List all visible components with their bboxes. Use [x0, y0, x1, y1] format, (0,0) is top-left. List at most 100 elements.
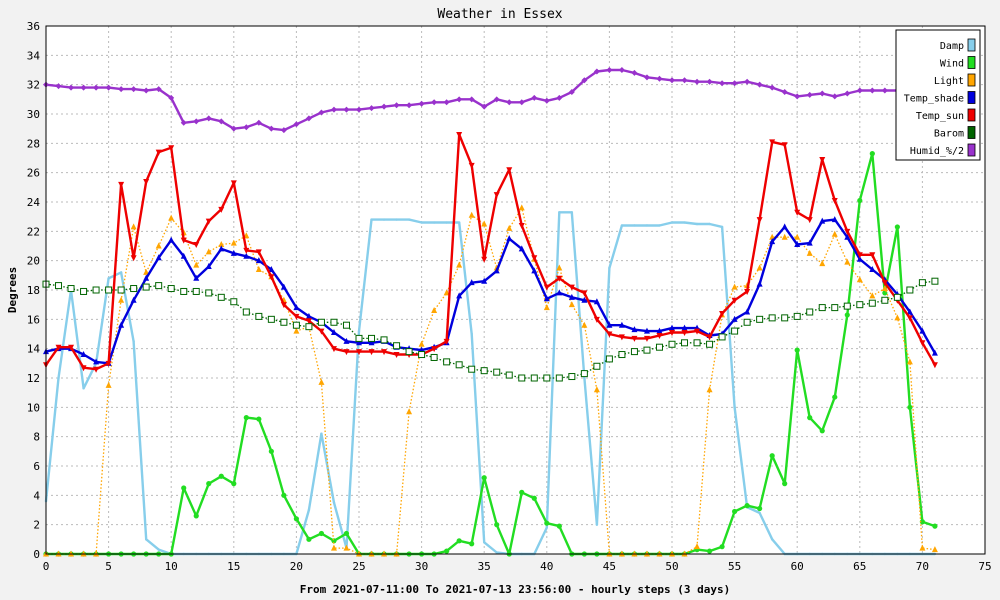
data-point-temp-shade	[193, 274, 200, 281]
data-point-temp-sun	[706, 334, 713, 341]
legend-label-damp: Damp	[940, 41, 964, 52]
data-point-temp-sun	[556, 275, 563, 282]
data-point-barom	[843, 302, 851, 310]
data-point-humid-2	[293, 121, 300, 128]
data-point-humid-2	[80, 84, 87, 91]
data-point-humid-2	[193, 118, 200, 125]
data-point-humid-2	[781, 89, 788, 95]
data-point-humid-2	[155, 86, 162, 93]
data-point-humid-2	[493, 96, 500, 103]
y-tick-label: 36	[27, 20, 40, 33]
data-point-temp-shade	[769, 238, 776, 245]
data-point-temp-sun	[568, 284, 575, 291]
y-tick-label: 16	[27, 313, 40, 326]
data-point-humid-2	[581, 77, 588, 84]
data-point-barom	[443, 358, 451, 366]
data-point-temp-sun	[68, 344, 75, 351]
data-point-temp-sun	[694, 328, 701, 335]
data-point-damp	[445, 221, 448, 224]
data-point-barom	[793, 312, 801, 320]
data-point-barom	[280, 318, 288, 326]
data-point-wind	[519, 489, 525, 495]
data-point-barom	[893, 293, 901, 301]
data-point-temp-sun	[906, 315, 913, 322]
data-point-temp-sun	[531, 255, 538, 262]
y-tick-label: 24	[27, 196, 41, 209]
data-point-damp	[457, 221, 461, 224]
data-point-light	[443, 289, 450, 296]
data-point-wind	[757, 505, 763, 512]
data-point-temp-shade	[356, 339, 362, 346]
data-point-humid-2	[769, 84, 776, 91]
data-point-temp-sun	[431, 346, 438, 353]
data-point-temp-sun	[393, 352, 400, 359]
data-point-temp-sun	[881, 280, 888, 287]
data-point-temp-sun	[806, 217, 813, 224]
legend-swatch-temp-shade	[967, 91, 976, 104]
x-tick-label: 45	[603, 560, 616, 573]
data-point-light	[330, 544, 337, 551]
data-point-humid-2	[230, 125, 237, 132]
data-point-barom	[693, 339, 701, 347]
data-point-light	[794, 233, 801, 240]
data-point-temp-shade	[618, 321, 625, 328]
data-point-temp-sun	[368, 349, 375, 356]
data-point-light	[881, 285, 888, 292]
data-point-temp-sun	[80, 365, 87, 372]
data-point-barom	[217, 293, 225, 301]
data-point-humid-2	[406, 102, 413, 109]
data-point-humid-2	[268, 125, 275, 132]
data-point-wind	[556, 523, 562, 529]
data-point-light	[218, 241, 225, 248]
data-point-damp	[470, 332, 473, 336]
data-point-wind	[719, 544, 725, 550]
data-point-temp-shade	[656, 327, 663, 334]
data-point-barom	[167, 285, 175, 293]
data-point-temp-sun	[243, 247, 250, 254]
data-point-damp	[670, 221, 674, 224]
data-point-temp-sun	[606, 331, 613, 338]
data-point-barom	[505, 371, 513, 379]
y-tick-label: 30	[27, 108, 40, 121]
data-point-humid-2	[694, 78, 701, 85]
data-point-temp-sun	[581, 290, 588, 297]
data-point-temp-shade	[268, 265, 275, 272]
data-point-damp	[107, 277, 110, 280]
y-tick-label: 4	[33, 489, 40, 502]
data-point-temp-sun	[844, 228, 851, 235]
data-point-humid-2	[819, 90, 826, 97]
data-point-barom	[468, 365, 476, 373]
data-point-light	[581, 321, 588, 328]
data-point-light	[205, 248, 212, 255]
data-point-barom	[405, 348, 413, 356]
data-point-light	[919, 544, 926, 551]
data-point-barom	[155, 282, 163, 290]
data-point-light	[819, 260, 826, 267]
data-point-temp-shade	[130, 296, 137, 303]
data-point-damp	[683, 221, 686, 224]
data-point-barom	[105, 286, 113, 294]
data-point-temp-sun	[305, 318, 312, 325]
data-point-barom	[743, 318, 751, 326]
legend-label-wind: Wind	[940, 59, 964, 70]
data-point-barom	[568, 373, 576, 381]
data-point-barom	[831, 304, 839, 312]
data-point-humid-2	[130, 86, 137, 93]
data-point-barom	[668, 340, 676, 348]
data-point-light	[468, 211, 475, 218]
x-tick-label: 15	[227, 560, 240, 573]
data-point-humid-2	[280, 127, 287, 134]
data-point-temp-shade	[168, 236, 175, 243]
data-point-wind	[331, 538, 337, 544]
data-point-temp-shade	[581, 296, 588, 303]
data-point-barom	[518, 374, 526, 382]
data-point-barom	[618, 351, 626, 359]
data-point-light	[869, 292, 876, 299]
data-point-damp	[157, 548, 160, 551]
grid	[46, 26, 985, 554]
data-point-barom	[768, 314, 776, 322]
data-point-temp-shade	[368, 339, 375, 346]
data-point-barom	[643, 346, 651, 354]
x-tick-label: 20	[290, 560, 303, 573]
data-point-temp-shade	[543, 295, 550, 302]
